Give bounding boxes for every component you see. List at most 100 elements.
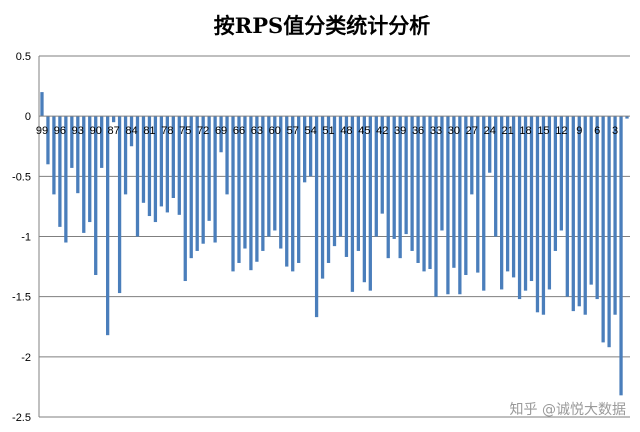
x-tick-label: 15: [537, 125, 549, 137]
bar-99: [40, 92, 44, 117]
bar-15: [541, 116, 546, 315]
x-tick-label: 60: [269, 125, 281, 137]
bar-85: [123, 116, 128, 195]
bar-31: [446, 116, 450, 295]
bar-10: [571, 116, 575, 312]
x-tick-label: 30: [448, 125, 460, 137]
bar-5: [601, 116, 605, 343]
bar-42: [380, 116, 384, 214]
bar-84: [129, 116, 134, 147]
bar-23: [494, 116, 498, 237]
bar-75: [183, 116, 187, 282]
bar-65: [243, 116, 247, 249]
bar-82: [141, 116, 146, 203]
x-tick-label: 33: [430, 125, 442, 137]
x-tick-label: 12: [555, 125, 567, 137]
bar-93: [76, 116, 80, 194]
chart-title: 按RPS值分类统计分析: [214, 13, 430, 38]
bar-95: [64, 116, 68, 243]
x-tick-label: 36: [412, 125, 424, 137]
bar-71: [207, 116, 211, 221]
bar-1: [625, 116, 629, 119]
x-tick-label: 27: [466, 125, 478, 137]
x-tick-label: 75: [179, 125, 191, 137]
bar-74: [189, 116, 193, 259]
bar-32: [440, 116, 444, 231]
bar-97: [52, 116, 56, 195]
bar-72: [201, 116, 205, 244]
bar-37: [410, 116, 414, 251]
bar-58: [285, 116, 289, 267]
x-tick-label: 81: [143, 125, 155, 137]
x-tick-label: 45: [358, 125, 370, 137]
x-tick-label: 42: [376, 125, 388, 137]
bar-39: [398, 116, 402, 259]
bar-8: [583, 116, 587, 315]
x-tick-label: 57: [287, 125, 299, 137]
y-tick-label: -0.5: [12, 171, 31, 183]
bar-83: [135, 116, 140, 237]
bar-41: [386, 116, 390, 259]
bar-38: [404, 116, 408, 235]
x-tick-labels: 99 96 93 90 87 84 81 78 75 72 69 66 63 60 57 54 51 48 45 42…: [36, 125, 618, 137]
x-tick-label: 51: [322, 125, 334, 137]
bar-24: [488, 116, 492, 173]
x-tick-label: 48: [340, 125, 352, 137]
bar-7: [589, 116, 593, 285]
bar-98: [46, 116, 50, 165]
x-tick-label: 69: [215, 125, 227, 137]
y-tick-label: -2.5: [12, 412, 31, 424]
bar-20: [511, 116, 516, 278]
bar-47: [350, 116, 355, 292]
bar-61: [267, 116, 271, 237]
bar-6: [595, 116, 599, 300]
bar-96: [58, 116, 62, 227]
bar-57: [291, 116, 295, 272]
bar-91: [88, 116, 92, 223]
bar-11: [565, 116, 569, 297]
watermark: 知乎 @诚悦大数据: [510, 401, 626, 418]
bar-94: [70, 116, 74, 168]
bar-52: [320, 116, 325, 279]
x-tick-label: 3: [612, 125, 618, 137]
bar-89: [100, 116, 104, 168]
bar-16: [535, 116, 540, 313]
bar-3: [613, 116, 617, 315]
y-tick-labels: 0.5 0 -0.5 -1 -1.5 -2 -2.5: [12, 51, 31, 424]
bar-53: [314, 116, 319, 318]
bar-64: [249, 116, 253, 271]
bar-66: [237, 116, 241, 263]
bar-44: [368, 116, 372, 291]
bar-77: [171, 116, 175, 198]
bar-79: [159, 116, 164, 207]
bar-43: [374, 116, 378, 237]
bar-40: [392, 116, 396, 239]
bar-81: [147, 116, 152, 217]
bar-14: [547, 116, 552, 290]
bar-48: [344, 116, 349, 257]
x-tick-label: 63: [251, 125, 263, 137]
x-tick-label: 96: [54, 125, 66, 137]
bar-59: [279, 116, 283, 249]
bar-56: [297, 116, 301, 263]
x-tick-label: 39: [394, 125, 406, 137]
bar-88: [106, 116, 110, 336]
bars: [40, 92, 629, 396]
bar-63: [255, 116, 259, 262]
bar-70: [213, 116, 217, 243]
bar-22: [500, 116, 504, 290]
bar-25: [482, 116, 486, 291]
x-tick-label: 90: [90, 125, 102, 137]
bar-26: [476, 116, 480, 273]
bar-17: [529, 116, 534, 282]
x-tick-label: 66: [233, 125, 245, 137]
x-tick-label: 18: [519, 125, 531, 137]
bar-19: [517, 116, 522, 300]
x-tick-label: 6: [594, 125, 600, 137]
bar-2: [619, 116, 623, 396]
x-tick-label: 78: [161, 125, 173, 137]
bar-21: [505, 116, 510, 272]
bar-76: [177, 116, 181, 215]
x-tick-label: 9: [576, 125, 582, 137]
